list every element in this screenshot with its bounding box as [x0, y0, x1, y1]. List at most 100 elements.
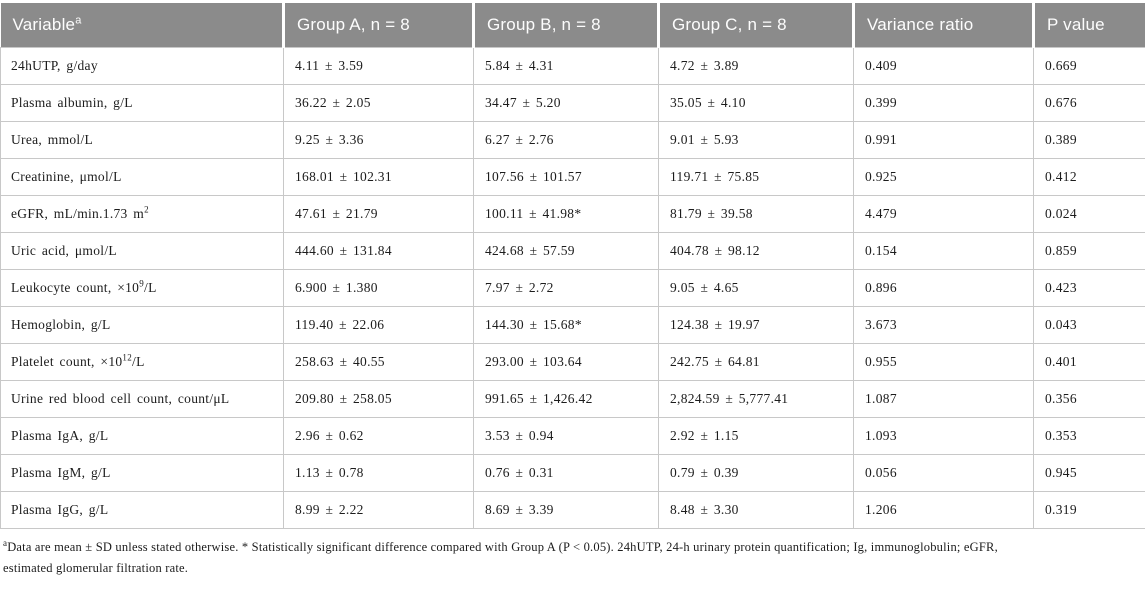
group-a-cell: 47.61 ± 21.79 — [283, 194, 474, 233]
variable-cell: Creatinine, μmol/L — [0, 157, 284, 196]
group-b-cell: 100.11 ± 41.98* — [473, 194, 659, 233]
group-a-cell: 444.60 ± 131.84 — [283, 231, 474, 270]
table-row: Leukocyte count, ×109/L 6.900 ± 1.380 7.… — [0, 268, 1145, 307]
variance-ratio-cell: 0.399 — [853, 83, 1034, 122]
p-value-cell: 0.401 — [1033, 342, 1145, 381]
table-row: Platelet count, ×1012/L 258.63 ± 40.55 2… — [0, 342, 1145, 381]
group-c-cell: 35.05 ± 4.10 — [658, 83, 854, 122]
p-value-cell: 0.945 — [1033, 453, 1145, 492]
p-value-cell: 0.043 — [1033, 305, 1145, 344]
col-header-variance-ratio: Variance ratio — [853, 3, 1035, 47]
variance-ratio-cell: 0.991 — [853, 120, 1034, 159]
group-a-cell: 258.63 ± 40.55 — [283, 342, 474, 381]
group-a-cell: 168.01 ± 102.31 — [283, 157, 474, 196]
p-value-cell: 0.024 — [1033, 194, 1145, 233]
variable-cell: Plasma IgG, g/L — [0, 490, 284, 529]
table-row: Urine red blood cell count, count/μL 209… — [0, 379, 1145, 418]
variable-cell: Urine red blood cell count, count/μL — [0, 379, 284, 418]
variable-cell: Plasma IgM, g/L — [0, 453, 284, 492]
table-row: Urea, mmol/L 9.25 ± 3.36 6.27 ± 2.76 9.0… — [0, 120, 1145, 159]
variance-ratio-cell: 0.154 — [853, 231, 1034, 270]
variance-ratio-cell: 3.673 — [853, 305, 1034, 344]
group-a-cell: 119.40 ± 22.06 — [283, 305, 474, 344]
variable-cell: Urea, mmol/L — [0, 120, 284, 159]
group-b-cell: 5.84 ± 4.31 — [473, 46, 659, 85]
variance-ratio-cell: 1.093 — [853, 416, 1034, 455]
variance-ratio-cell: 0.896 — [853, 268, 1034, 307]
group-b-cell: 0.76 ± 0.31 — [473, 453, 659, 492]
p-value-cell: 0.389 — [1033, 120, 1145, 159]
group-c-cell: 0.79 ± 0.39 — [658, 453, 854, 492]
group-c-cell: 2,824.59 ± 5,777.41 — [658, 379, 854, 418]
group-c-cell: 8.48 ± 3.30 — [658, 490, 854, 529]
variance-ratio-cell: 1.087 — [853, 379, 1034, 418]
table-row: Uric acid, μmol/L 444.60 ± 131.84 424.68… — [0, 231, 1145, 270]
group-a-cell: 209.80 ± 258.05 — [283, 379, 474, 418]
table-row: eGFR, mL/min.1.73 m2 47.61 ± 21.79 100.1… — [0, 194, 1145, 233]
group-c-cell: 2.92 ± 1.15 — [658, 416, 854, 455]
group-b-cell: 991.65 ± 1,426.42 — [473, 379, 659, 418]
col-header-variable: Variablea — [0, 3, 285, 47]
p-value-cell: 0.412 — [1033, 157, 1145, 196]
variance-ratio-cell: 0.409 — [853, 46, 1034, 85]
variance-ratio-cell: 0.925 — [853, 157, 1034, 196]
variable-cell: Leukocyte count, ×109/L — [0, 268, 284, 307]
col-header-group-c: Group C, n = 8 — [658, 3, 855, 47]
variable-cell: Platelet count, ×1012/L — [0, 342, 284, 381]
variance-ratio-cell: 0.056 — [853, 453, 1034, 492]
table-row: 24hUTP, g/day 4.11 ± 3.59 5.84 ± 4.31 4.… — [0, 46, 1145, 85]
group-a-cell: 2.96 ± 0.62 — [283, 416, 474, 455]
group-a-cell: 6.900 ± 1.380 — [283, 268, 474, 307]
variable-cell: Plasma IgA, g/L — [0, 416, 284, 455]
table-row: Plasma IgA, g/L 2.96 ± 0.62 3.53 ± 0.94 … — [0, 416, 1145, 455]
p-value-cell: 0.353 — [1033, 416, 1145, 455]
group-c-cell: 81.79 ± 39.58 — [658, 194, 854, 233]
col-header-group-a: Group A, n = 8 — [283, 3, 475, 47]
variable-cell: eGFR, mL/min.1.73 m2 — [0, 194, 284, 233]
group-b-cell: 34.47 ± 5.20 — [473, 83, 659, 122]
variance-ratio-cell: 0.955 — [853, 342, 1034, 381]
p-value-cell: 0.676 — [1033, 83, 1145, 122]
group-b-cell: 424.68 ± 57.59 — [473, 231, 659, 270]
group-a-cell: 4.11 ± 3.59 — [283, 46, 474, 85]
group-b-cell: 8.69 ± 3.39 — [473, 490, 659, 529]
table-body: 24hUTP, g/day 4.11 ± 3.59 5.84 ± 4.31 4.… — [0, 46, 1145, 529]
group-c-cell: 4.72 ± 3.89 — [658, 46, 854, 85]
group-b-cell: 144.30 ± 15.68* — [473, 305, 659, 344]
variable-cell: Uric acid, μmol/L — [0, 231, 284, 270]
group-c-cell: 119.71 ± 75.85 — [658, 157, 854, 196]
group-a-cell: 8.99 ± 2.22 — [283, 490, 474, 529]
table-row: Plasma albumin, g/L 36.22 ± 2.05 34.47 ±… — [0, 83, 1145, 122]
variable-cell: Plasma albumin, g/L — [0, 83, 284, 122]
p-value-cell: 0.669 — [1033, 46, 1145, 85]
p-value-cell: 0.356 — [1033, 379, 1145, 418]
group-b-cell: 3.53 ± 0.94 — [473, 416, 659, 455]
group-a-cell: 36.22 ± 2.05 — [283, 83, 474, 122]
col-header-p-value: P value — [1033, 3, 1145, 47]
group-a-cell: 9.25 ± 3.36 — [283, 120, 474, 159]
table-row: Hemoglobin, g/L 119.40 ± 22.06 144.30 ± … — [0, 305, 1145, 344]
p-value-cell: 0.859 — [1033, 231, 1145, 270]
table-row: Plasma IgG, g/L 8.99 ± 2.22 8.69 ± 3.39 … — [0, 490, 1145, 529]
table-row: Plasma IgM, g/L 1.13 ± 0.78 0.76 ± 0.31 … — [0, 453, 1145, 492]
table-footnote: aData are mean ± SD unless stated otherw… — [0, 537, 1145, 579]
variable-cell: Hemoglobin, g/L — [0, 305, 284, 344]
header-row: Variablea Group A, n = 8 Group B, n = 8 … — [0, 3, 1145, 47]
group-b-cell: 293.00 ± 103.64 — [473, 342, 659, 381]
variable-cell: 24hUTP, g/day — [0, 46, 284, 85]
group-b-cell: 7.97 ± 2.72 — [473, 268, 659, 307]
group-a-cell: 1.13 ± 0.78 — [283, 453, 474, 492]
variance-ratio-cell: 1.206 — [853, 490, 1034, 529]
group-b-cell: 6.27 ± 2.76 — [473, 120, 659, 159]
col-header-group-b: Group B, n = 8 — [473, 3, 660, 47]
table-row: Creatinine, μmol/L 168.01 ± 102.31 107.5… — [0, 157, 1145, 196]
group-c-cell: 404.78 ± 98.12 — [658, 231, 854, 270]
footnote-line-2: estimated glomerular filtration rate. — [3, 560, 189, 575]
p-value-cell: 0.423 — [1033, 268, 1145, 307]
baseline-characteristics-table: Variablea Group A, n = 8 Group B, n = 8 … — [0, 3, 1145, 529]
group-c-cell: 242.75 ± 64.81 — [658, 342, 854, 381]
group-c-cell: 9.05 ± 4.65 — [658, 268, 854, 307]
group-b-cell: 107.56 ± 101.57 — [473, 157, 659, 196]
group-c-cell: 9.01 ± 5.93 — [658, 120, 854, 159]
